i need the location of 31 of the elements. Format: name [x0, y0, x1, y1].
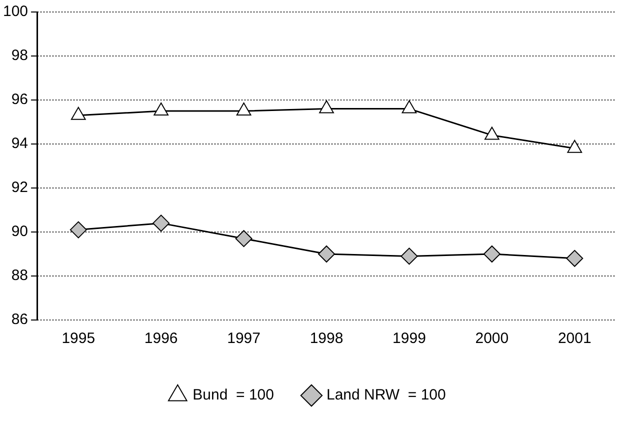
point: [319, 100, 334, 114]
point: [70, 221, 87, 238]
legend-label: Land NRW = 100: [326, 386, 446, 404]
y-tick-label: 92: [11, 179, 28, 196]
x-tick-label: 1998: [310, 330, 344, 348]
point: [484, 126, 500, 140]
y-tick-label: 88: [11, 267, 28, 284]
point: [566, 250, 584, 267]
x-tick-label: 1995: [62, 330, 96, 348]
point: [235, 230, 252, 248]
x-tick-label: 2000: [475, 330, 509, 348]
x-tick-label: 1996: [144, 330, 178, 348]
y-tick-label: 98: [11, 47, 28, 64]
x-tick-label: 1997: [227, 330, 260, 348]
y-tick-label: 100: [2, 3, 28, 20]
y-tick-label: 86: [11, 311, 28, 328]
point: [152, 214, 170, 232]
y-tick-label: 96: [11, 91, 28, 108]
y-tick-label: 94: [11, 135, 28, 152]
point: [400, 248, 418, 265]
point: [154, 102, 169, 116]
point: [567, 140, 582, 153]
x-tick-label: 2001: [558, 330, 592, 348]
point: [236, 102, 252, 116]
point: [402, 100, 417, 114]
y-tick-label: 90: [11, 223, 28, 240]
x-tick-label: 1999: [392, 330, 426, 348]
point: [318, 246, 336, 262]
point: [70, 106, 86, 120]
legend-label: Bund = 100: [192, 386, 274, 404]
point: [483, 246, 500, 262]
